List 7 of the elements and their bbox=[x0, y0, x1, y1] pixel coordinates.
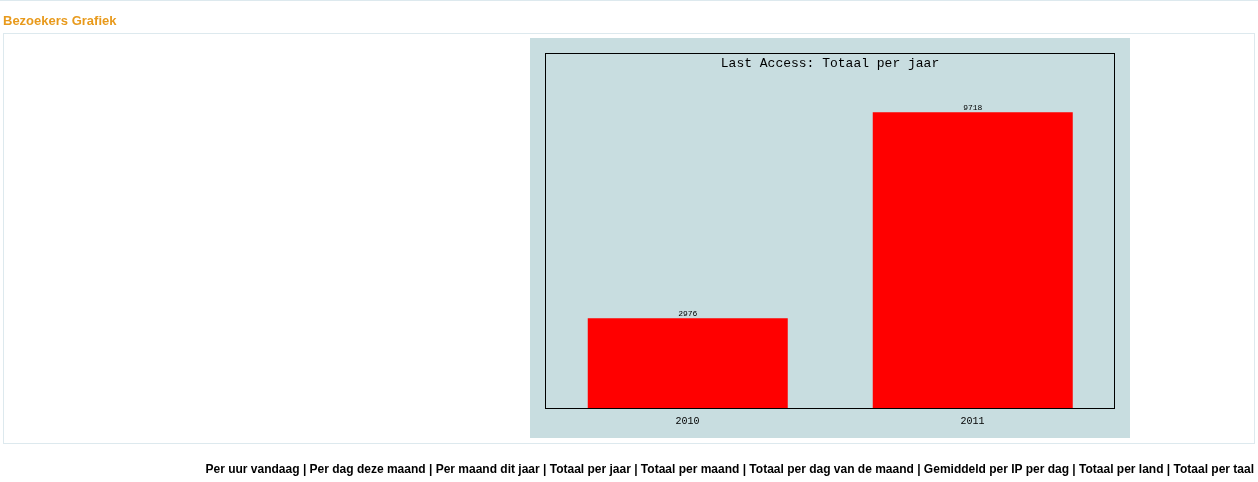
x-tick-label: 2011 bbox=[960, 416, 985, 428]
data-label: 2976 bbox=[678, 309, 698, 319]
chart-title: Last Access: Totaal per jaar bbox=[719, 56, 941, 71]
text: Bezoekers Grafiek bbox=[3, 13, 117, 28]
x-tick-label: 2010 bbox=[675, 416, 700, 428]
data-label: 9718 bbox=[963, 103, 983, 113]
text: Per uur vandaag | Per dag deze maand | Per maand dit jaar | Totaal per jaar | Totaal per maand | Totaal per dag van de maand | Gemiddeld per IP per dag | Totaal per land | Totaal per taal bbox=[205, 462, 1254, 476]
